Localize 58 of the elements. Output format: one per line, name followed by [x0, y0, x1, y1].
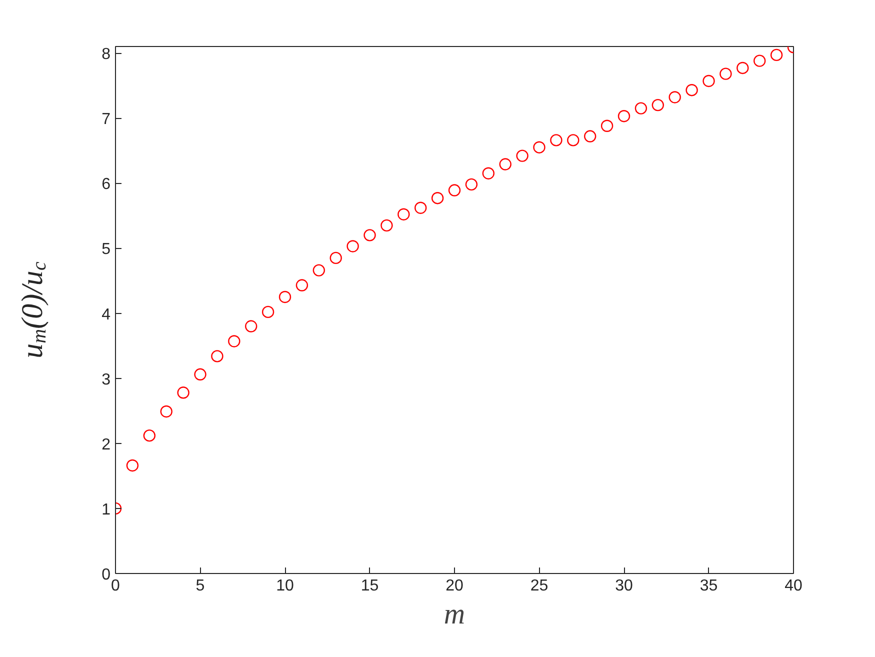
x-tick-label: 40 [784, 578, 802, 594]
point [245, 320, 258, 332]
y-tick-label: 2 [102, 436, 111, 454]
point [702, 74, 715, 88]
point [720, 68, 732, 80]
point [584, 130, 596, 142]
point [160, 405, 172, 418]
point [364, 229, 376, 242]
y-tick-label: 3 [102, 371, 111, 388]
point [194, 368, 206, 380]
point [516, 150, 528, 162]
y-tick-label: 6 [102, 176, 111, 194]
point [465, 178, 478, 191]
point [499, 158, 512, 170]
point [618, 110, 630, 122]
y-tick-label: 5 [102, 241, 111, 258]
point [380, 219, 393, 232]
point [346, 240, 359, 252]
point [736, 62, 749, 74]
point [686, 84, 698, 96]
point [668, 91, 681, 104]
y-tick-label: 8 [102, 46, 111, 64]
point [600, 120, 614, 132]
point [398, 208, 410, 220]
y-tick-label: 0 [102, 566, 111, 584]
point [448, 184, 461, 196]
point [754, 54, 766, 67]
y-tick-label: 4 [102, 306, 111, 324]
point [177, 386, 190, 399]
y-tick-label: 7 [102, 111, 111, 128]
point [296, 279, 308, 292]
y-tick-label: 1 [102, 501, 111, 518]
point [262, 306, 274, 318]
point [414, 202, 427, 214]
x-tick-label: 15 [360, 578, 379, 594]
x-tick-label: 20 [446, 578, 464, 594]
point [228, 335, 240, 348]
point [211, 350, 224, 362]
point [533, 141, 546, 154]
x-axis-title: m [444, 598, 466, 630]
point [770, 48, 783, 62]
point [278, 290, 292, 304]
x-tick-label: 10 [276, 578, 294, 594]
x-tick-label: 30 [615, 578, 633, 594]
x-tick-label: 35 [700, 578, 718, 594]
point [634, 102, 648, 114]
y-axis-title: um(0)/uc [16, 262, 50, 358]
point [143, 429, 156, 442]
point [652, 98, 664, 112]
x-tick-label: 5 [196, 578, 205, 594]
point [550, 134, 562, 146]
point [567, 134, 580, 146]
point [431, 192, 444, 204]
point [330, 252, 342, 264]
x-tick-label: 25 [530, 578, 548, 594]
point [312, 264, 325, 276]
point [482, 167, 494, 180]
point [126, 459, 139, 472]
